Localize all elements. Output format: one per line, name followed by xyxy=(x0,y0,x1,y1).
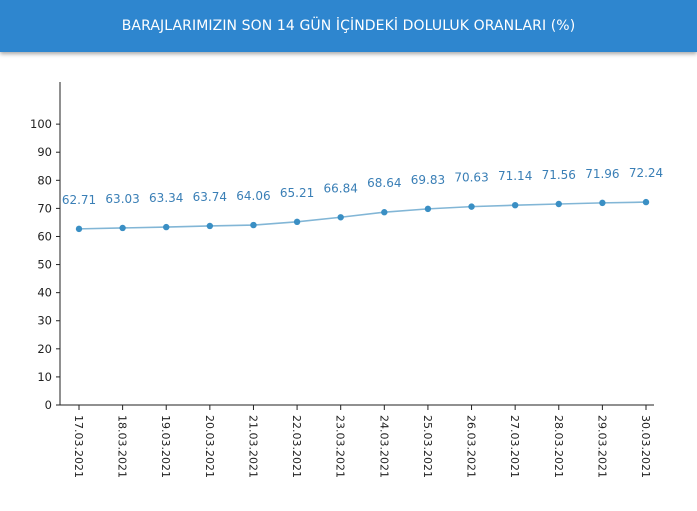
data-point xyxy=(511,201,519,209)
y-tick-label: 0 xyxy=(45,398,52,412)
x-tick-label: 26.03.2021 xyxy=(465,415,478,478)
data-label: 64.06 xyxy=(236,189,270,203)
x-tick-label: 20.03.2021 xyxy=(203,415,216,478)
x-tick-label: 17.03.2021 xyxy=(72,415,85,478)
data-point xyxy=(250,221,257,229)
data-label: 66.84 xyxy=(324,181,358,195)
data-label: 63.34 xyxy=(149,191,183,205)
data-label: 65.21 xyxy=(280,186,314,200)
y-tick-label: 100 xyxy=(30,117,52,131)
data-point xyxy=(293,218,301,226)
data-label-group: 62.71 63.03 63.34 63.74 64.06 65.21 66.84 68.64… xyxy=(62,166,663,207)
x-tick-label: 23.03.2021 xyxy=(334,415,347,478)
x-tick-label: 28.03.2021 xyxy=(552,415,565,478)
data-label: 71.96 xyxy=(585,167,619,181)
series-line xyxy=(78,201,647,230)
y-tick-label: 90 xyxy=(37,145,52,159)
y-axis-ticks: 0 10 20 30 40 50 60 70 80 90 100 xyxy=(30,117,60,412)
x-tick-label: 18.03.2021 xyxy=(116,415,129,478)
y-tick-label: 10 xyxy=(37,370,52,384)
y-tick-label: 80 xyxy=(37,173,52,187)
data-point xyxy=(337,214,344,221)
data-label: 72.24 xyxy=(629,166,663,180)
x-tick-label: 22.03.2021 xyxy=(290,415,303,478)
data-point xyxy=(119,224,126,232)
x-tick-label: 27.03.2021 xyxy=(508,415,521,478)
x-tick-label: 30.03.2021 xyxy=(639,415,652,478)
y-tick-label: 70 xyxy=(37,201,52,215)
data-point xyxy=(381,209,388,216)
chart-title: BARAJLARIMIZIN SON 14 GÜN İÇİNDEKİ DOLUL… xyxy=(121,18,576,34)
data-label: 69.83 xyxy=(411,173,445,187)
y-tick-label: 40 xyxy=(37,286,52,300)
x-tick-label: 24.03.2021 xyxy=(377,415,390,478)
data-point xyxy=(206,222,214,230)
x-tick-label: 25.03.2021 xyxy=(421,415,434,478)
x-tick-label: 19.03.2021 xyxy=(159,415,172,478)
data-point xyxy=(424,205,432,213)
data-label: 63.74 xyxy=(193,190,227,204)
y-tick-label: 60 xyxy=(37,229,52,243)
chart-header: BARAJLARIMIZIN SON 14 GÜN İÇİNDEKİ DOLUL… xyxy=(0,0,697,52)
data-point xyxy=(163,223,170,231)
data-label: 63.03 xyxy=(105,192,139,206)
data-label: 71.14 xyxy=(498,169,532,183)
data-label: 71.56 xyxy=(542,168,576,182)
data-label: 62.71 xyxy=(62,193,96,207)
data-point xyxy=(642,198,650,206)
x-axis-ticks: 17.03.2021 18.03.2021 19.03.2021 20.03.2021… xyxy=(72,405,652,478)
data-label: 68.64 xyxy=(367,176,401,190)
x-tick-label: 29.03.2021 xyxy=(595,415,608,478)
data-label: 70.63 xyxy=(454,171,488,185)
y-tick-label: 50 xyxy=(37,258,52,272)
data-point xyxy=(468,203,475,210)
series-line-group xyxy=(75,198,650,233)
y-tick-label: 30 xyxy=(37,314,52,328)
data-point xyxy=(555,200,562,208)
x-tick-label: 21.03.2021 xyxy=(246,415,259,478)
data-point xyxy=(75,225,83,233)
data-point xyxy=(599,199,606,207)
y-tick-label: 20 xyxy=(37,342,52,356)
line-chart: 0 10 20 30 40 50 60 70 80 90 100 17.03.2021 18.03.2… xyxy=(30,82,663,478)
chart-axes xyxy=(59,82,654,406)
